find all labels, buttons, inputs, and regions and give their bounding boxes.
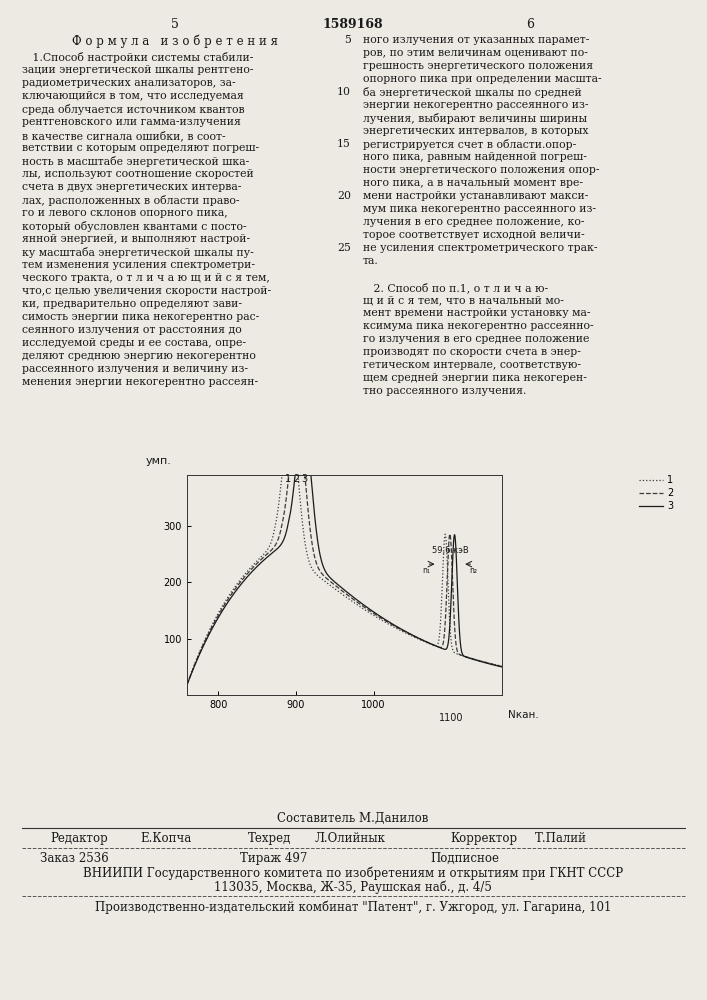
- Text: ного излучения от указанных парамет-: ного излучения от указанных парамет-: [363, 35, 590, 45]
- Text: Nкан.: Nкан.: [508, 710, 539, 720]
- Text: ВНИИПИ Государственного комитета по изобретениям и открытиям при ГКНТ СССР: ВНИИПИ Государственного комитета по изоб…: [83, 866, 623, 880]
- Text: Тираж 497: Тираж 497: [240, 852, 308, 865]
- Text: ветствии с которым определяют погреш-: ветствии с которым определяют погреш-: [22, 143, 259, 153]
- Text: ность в масштабе энергетической шка-: ность в масштабе энергетической шка-: [22, 156, 250, 167]
- Text: энергетических интервалов, в которых: энергетических интервалов, в которых: [363, 126, 588, 136]
- Text: 10: 10: [337, 87, 351, 97]
- Text: 113035, Москва, Ж-35, Раушская наб., д. 4/5: 113035, Москва, Ж-35, Раушская наб., д. …: [214, 880, 492, 894]
- Text: рентгеновского или гамма-излучения: рентгеновского или гамма-излучения: [22, 117, 241, 127]
- Text: янной энергией, и выполняют настрой-: янной энергией, и выполняют настрой-: [22, 234, 250, 244]
- Text: мент времени настройки установку ма-: мент времени настройки установку ма-: [363, 308, 590, 318]
- Text: Редактор: Редактор: [50, 832, 107, 845]
- Text: та.: та.: [363, 256, 379, 266]
- Text: лучения в его среднее положение, ко-: лучения в его среднее положение, ко-: [363, 217, 585, 227]
- Text: Корректор: Корректор: [450, 832, 517, 845]
- Text: тем изменения усиления спектрометри-: тем изменения усиления спектрометри-: [22, 260, 255, 270]
- Text: n₁: n₁: [423, 566, 431, 575]
- Text: щ и й с я тем, что в начальный мо-: щ и й с я тем, что в начальный мо-: [363, 295, 564, 305]
- Text: мени настройки устанавливают макси-: мени настройки устанавливают макси-: [363, 191, 588, 201]
- Text: опорного пика при определении масшта-: опорного пика при определении масшта-: [363, 74, 602, 84]
- Text: ку масштаба энергетической шкалы пу-: ку масштаба энергетической шкалы пу-: [22, 247, 254, 258]
- Text: 1100: 1100: [439, 713, 464, 723]
- Text: Заказ 2536: Заказ 2536: [40, 852, 109, 865]
- Text: зации энергетической шкалы рентгено-: зации энергетической шкалы рентгено-: [22, 65, 254, 75]
- Text: симость энергии пика некогерентно рас-: симость энергии пика некогерентно рас-: [22, 312, 259, 322]
- Text: среда облучается источником квантов: среда облучается источником квантов: [22, 104, 245, 115]
- Text: го и левого склонов опорного пика,: го и левого склонов опорного пика,: [22, 208, 228, 218]
- Text: сеянного излучения от расстояния до: сеянного излучения от расстояния до: [22, 325, 242, 335]
- Text: не усиления спектрометрического трак-: не усиления спектрометрического трак-: [363, 243, 597, 253]
- Text: Л.Олийнык: Л.Олийнык: [315, 832, 386, 845]
- Text: 5: 5: [344, 35, 351, 45]
- Text: 15: 15: [337, 139, 351, 149]
- Text: 20: 20: [337, 191, 351, 201]
- Text: 1.Способ настройки системы стабили-: 1.Способ настройки системы стабили-: [22, 52, 253, 63]
- Text: радиометрических анализаторов, за-: радиометрических анализаторов, за-: [22, 78, 235, 88]
- Text: деляют среднюю энергию некогерентно: деляют среднюю энергию некогерентно: [22, 351, 256, 361]
- Text: Производственно-издательский комбинат "Патент", г. Ужгород, ул. Гагарина, 101: Производственно-издательский комбинат "П…: [95, 900, 611, 914]
- Text: ров, по этим величинам оценивают по-: ров, по этим величинам оценивают по-: [363, 48, 588, 58]
- Text: который обусловлен квантами с посто-: который обусловлен квантами с посто-: [22, 221, 247, 232]
- Text: счета в двух энергетических интерва-: счета в двух энергетических интерва-: [22, 182, 241, 192]
- Legend: 1, 2, 3: 1, 2, 3: [639, 475, 674, 511]
- Text: ного пика, равным найденной погреш-: ного пика, равным найденной погреш-: [363, 152, 587, 162]
- Text: 59,6 кэВ: 59,6 кэВ: [431, 546, 468, 555]
- Text: в качестве сигнала ошибки, в соот-: в качестве сигнала ошибки, в соот-: [22, 130, 226, 141]
- Text: тно рассеянного излучения.: тно рассеянного излучения.: [363, 386, 527, 396]
- Text: мум пика некогерентно рассеянного из-: мум пика некогерентно рассеянного из-: [363, 204, 596, 214]
- Text: Подписное: Подписное: [430, 852, 499, 865]
- Text: 25: 25: [337, 243, 351, 253]
- Text: ки, предварительно определяют зави-: ки, предварительно определяют зави-: [22, 299, 242, 309]
- Text: 1589168: 1589168: [322, 18, 383, 31]
- Text: Т.Палий: Т.Палий: [535, 832, 587, 845]
- Text: го излучения в его среднее положение: го излучения в его среднее положение: [363, 334, 590, 344]
- Text: щем средней энергии пика некогерен-: щем средней энергии пика некогерен-: [363, 373, 587, 383]
- Text: 6: 6: [526, 18, 534, 31]
- Text: ности энергетического положения опор-: ности энергетического положения опор-: [363, 165, 600, 175]
- Text: ключающийся в том, что исследуемая: ключающийся в том, что исследуемая: [22, 91, 244, 101]
- Text: что,с целью увеличения скорости настрой-: что,с целью увеличения скорости настрой-: [22, 286, 271, 296]
- Text: умп.: умп.: [146, 456, 172, 466]
- Text: лы, используют соотношение скоростей: лы, используют соотношение скоростей: [22, 169, 254, 179]
- Text: ксимума пика некогерентно рассеянно-: ксимума пика некогерентно рассеянно-: [363, 321, 594, 331]
- Text: исследуемой среды и ее состава, опре-: исследуемой среды и ее состава, опре-: [22, 338, 246, 348]
- Text: грешность энергетического положения: грешность энергетического положения: [363, 61, 593, 71]
- Text: Составитель М.Данилов: Составитель М.Данилов: [277, 812, 428, 825]
- Text: менения энергии некогерентно рассеян-: менения энергии некогерентно рассеян-: [22, 377, 258, 387]
- Text: 5: 5: [171, 18, 179, 31]
- Text: 3: 3: [301, 474, 308, 484]
- Text: Е.Копча: Е.Копча: [140, 832, 192, 845]
- Text: рассеянного излучения и величину из-: рассеянного излучения и величину из-: [22, 364, 248, 374]
- Text: гетическом интервале, соответствую-: гетическом интервале, соответствую-: [363, 360, 581, 370]
- Text: ческого тракта, о т л и ч а ю щ и й с я тем,: ческого тракта, о т л и ч а ю щ и й с я …: [22, 273, 270, 283]
- Text: торое соответствует исходной величи-: торое соответствует исходной величи-: [363, 230, 585, 240]
- Text: ного пика, а в начальный момент вре-: ного пика, а в начальный момент вре-: [363, 178, 583, 188]
- Text: производят по скорости счета в энер-: производят по скорости счета в энер-: [363, 347, 581, 357]
- Text: 2: 2: [293, 474, 300, 484]
- Text: ба энергетической шкалы по средней: ба энергетической шкалы по средней: [363, 87, 582, 98]
- Text: Ф о р м у л а   и з о б р е т е н и я: Ф о р м у л а и з о б р е т е н и я: [72, 35, 278, 48]
- Text: лучения, выбирают величины ширины: лучения, выбирают величины ширины: [363, 113, 587, 124]
- Text: 2. Способ по п.1, о т л и ч а ю-: 2. Способ по п.1, о т л и ч а ю-: [363, 282, 548, 293]
- Text: Техред: Техред: [248, 832, 291, 845]
- Text: регистрируется счет в области.опор-: регистрируется счет в области.опор-: [363, 139, 576, 150]
- Text: энергии некогерентно рассеянного из-: энергии некогерентно рассеянного из-: [363, 100, 588, 110]
- Text: 1: 1: [285, 474, 291, 484]
- Text: n₂: n₂: [469, 566, 477, 575]
- Text: лах, расположенных в области право-: лах, расположенных в области право-: [22, 195, 240, 206]
